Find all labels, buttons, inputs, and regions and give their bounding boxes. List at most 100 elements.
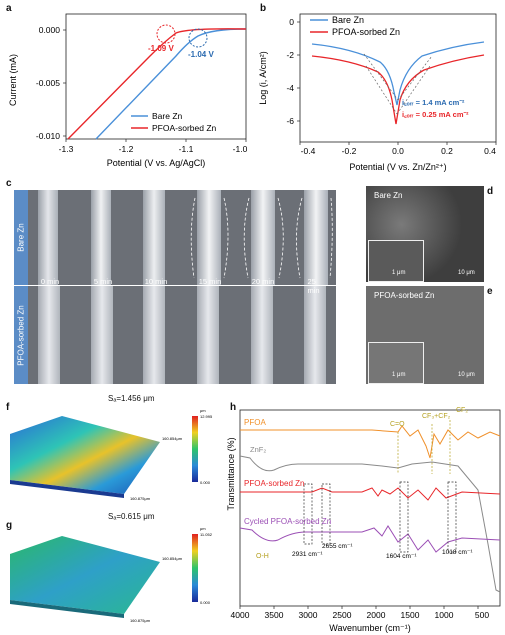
panel-e-inset <box>368 342 424 384</box>
panel-e-sem-image: PFOA-sorbed Zn 1 μm 10 μm <box>366 286 484 384</box>
panel-f-sa: Sₐ=1.456 μm <box>108 394 155 403</box>
panel-b-ytick-4: -6 <box>286 116 294 126</box>
panel-a-annot-blue: -1.04 V <box>188 50 214 59</box>
panel-a-xtick-1: -1.3 <box>59 144 74 154</box>
panel-f-axis-x: 160.875μm <box>130 496 151 501</box>
panel-a-xtick-4: -1.0 <box>233 144 248 154</box>
panel-d: d Bare Zn 1 μm 10 μm <box>342 178 505 282</box>
panel-f-cbar-unit: μm <box>200 408 206 413</box>
panel-d-caption: Bare Zn <box>374 191 403 200</box>
panel-b-xtick-5: 0.4 <box>484 146 496 156</box>
panel-h-annot-1018: 1018 cm⁻¹ <box>442 549 473 556</box>
panel-h-xtick-6: 1000 <box>435 610 454 620</box>
panel-b-xlabel: Potential (V vs. Zn/Zn²⁺) <box>349 162 446 172</box>
panel-h-ylabel: Transmittance (%) <box>226 437 236 510</box>
panel-c-stripe-top-3 <box>197 190 221 285</box>
panel-d-scale-inset: 1 μm <box>392 270 406 276</box>
panel-h-xlabel: Wavenumber (cm⁻¹) <box>329 623 410 633</box>
panel-a: a -1.3 -1.2 -1.1 -1.0 0.000 -0.005 -0.01… <box>0 0 252 178</box>
panel-h-xtick-3: 2500 <box>333 610 352 620</box>
panel-c-stripe-top-1 <box>91 190 111 285</box>
panel-c-time-3: 15 min <box>198 277 222 286</box>
panel-b-xtick-1: -0.4 <box>301 146 316 156</box>
panel-b-ytick-2: -2 <box>286 50 294 60</box>
panel-g-cbar-top: 11.052 <box>200 532 213 537</box>
panel-h-xtick-7: 500 <box>475 610 489 620</box>
panel-h-trace-label-znf2: ZnF₂ <box>250 445 266 454</box>
panel-a-legend-bare: Bare Zn <box>152 111 183 121</box>
panel-e-label: e <box>487 286 493 297</box>
panel-c-time-2: 10 min <box>144 277 168 286</box>
panel-b-icorr-pfoa: i꜀ₒᵣᵣ = 0.25 mA cm⁻² <box>402 110 469 119</box>
panel-b-ytick-1: 0 <box>289 17 294 27</box>
panel-d-label: d <box>487 186 494 197</box>
panel-h-xtick-1: 3500 <box>265 610 284 620</box>
panel-e-caption: PFOA-sorbed Zn <box>374 291 435 300</box>
panel-a-xlabel: Potential (V vs. Ag/AgCl) <box>107 158 206 168</box>
panel-h-trace-label-pfoa: PFOA <box>244 418 266 427</box>
panel-h-annot-co: C=O <box>390 421 405 428</box>
panel-c-time-5: 25 min <box>307 277 320 295</box>
panel-h-trace-cycled <box>239 525 501 553</box>
panel-c-band-bottom <box>14 286 336 384</box>
panel-c-stripe-bottom-2 <box>143 286 165 384</box>
panel-h-annot-2655: 2655 cm⁻¹ <box>322 543 353 550</box>
panel-h-annot-1604: 1604 cm⁻¹ <box>386 553 417 560</box>
panel-c-stripe-bottom-4 <box>251 286 273 384</box>
panel-b-chart: -0.4 -0.2 0.0 0.2 0.4 0 -2 -4 -6 Potenti… <box>258 13 497 172</box>
panel-c-label: c <box>6 178 12 189</box>
panel-c-stripe-top-0 <box>38 190 58 285</box>
panel-d-sem-image: Bare Zn 1 μm 10 μm <box>366 186 484 282</box>
panel-a-legend-pfoa: PFOA-sorbed Zn <box>152 123 217 133</box>
panel-d-scale-main: 10 μm <box>458 270 475 276</box>
panel-c-dashed-outlines <box>190 197 333 279</box>
panel-b-xtick-2: -0.2 <box>342 146 357 156</box>
panel-h-annot-oh: O-H <box>256 553 269 560</box>
panel-h-annot-cf3cf2: CF₃+CF₂ <box>422 413 451 420</box>
panel-c-time-1: 5 min <box>93 277 113 286</box>
panel-f-cbar-bottom: 0.000 <box>200 480 211 485</box>
panel-h-trace-label-cycled: Cycled PFOA-sorbed Zn <box>244 517 331 526</box>
panel-e-scale-inset: 1 μm <box>392 372 406 378</box>
panel-f-cbar-top: 12.995 <box>200 414 213 419</box>
panel-b-ytick-3: -4 <box>286 83 294 93</box>
panel-c-stripe-bottom-0 <box>38 286 60 384</box>
panel-e-scale-main: 10 μm <box>458 372 475 378</box>
panel-a-curve-bare <box>95 28 247 140</box>
panel-c-time-4: 20 min <box>251 277 275 286</box>
panel-h-trace-label-pfoa-zn: PFOA-sorbed Zn <box>244 479 304 488</box>
panel-a-ytick-2: -0.005 <box>36 78 60 88</box>
panel-a-frame <box>65 13 247 140</box>
panel-c-stripe-top-5 <box>304 190 328 285</box>
panel-g-cbar-unit: μm <box>200 526 206 531</box>
panel-b-tangent-lines <box>363 53 433 115</box>
panel-f-axis-y: 160.854μm <box>162 436 183 441</box>
panel-e: e PFOA-sorbed Zn 1 μm 10 μm <box>342 282 505 388</box>
panel-a-curve-pfoa <box>67 28 247 140</box>
panel-h-xtick-0: 4000 <box>231 610 250 620</box>
panel-h-chart: 4000 3500 3000 2500 2000 1500 1000 500 W… <box>226 407 501 633</box>
panel-g-axis-y: 160.854μm <box>162 556 183 561</box>
panel-c-row-top-label: Bare Zn <box>14 190 28 285</box>
panel-h: h 4000 3500 3000 2500 2000 1500 1000 500… <box>222 394 505 635</box>
panel-f-surface: 160.854μm 160.875μm μm 12.995 0.000 <box>10 408 213 501</box>
panel-h-trace-pfoa <box>240 425 501 459</box>
panel-c-stripe-bottom-3 <box>197 286 219 384</box>
panel-g: g Sₐ=0.615 μm 160.854μm 160.875μm μm 11.… <box>0 512 220 628</box>
panel-f-label: f <box>6 402 10 413</box>
panel-a-xtick-3: -1.1 <box>179 144 194 154</box>
panel-f: f Sₐ=1.456 μm 160.854μm 160.875μm μm 12.… <box>0 394 220 506</box>
panel-b-curve-bare <box>311 41 485 106</box>
panel-a-ytick-3: -0.010 <box>36 131 60 141</box>
panel-g-cbar-bottom: 0.000 <box>200 600 211 605</box>
panel-c: c Bare Zn PFOA-sorbed Zn 0 min 5 min 10 … <box>0 178 336 388</box>
panel-b-xtick-4: 0.2 <box>441 146 453 156</box>
panel-a-marker-red <box>156 24 176 44</box>
panel-b-curve-pfoa <box>311 54 485 125</box>
panel-c-stripe-bottom-1 <box>91 286 113 384</box>
panel-a-marker-blue <box>188 28 208 48</box>
panel-h-dashed-boxes <box>303 481 457 553</box>
panel-h-annot-cf2: CF₂ <box>456 407 468 414</box>
panel-b-icorr-bare: i꜀ₒᵣᵣ = 1.4 mA cm⁻² <box>402 98 465 107</box>
panel-a-label: a <box>6 3 12 14</box>
